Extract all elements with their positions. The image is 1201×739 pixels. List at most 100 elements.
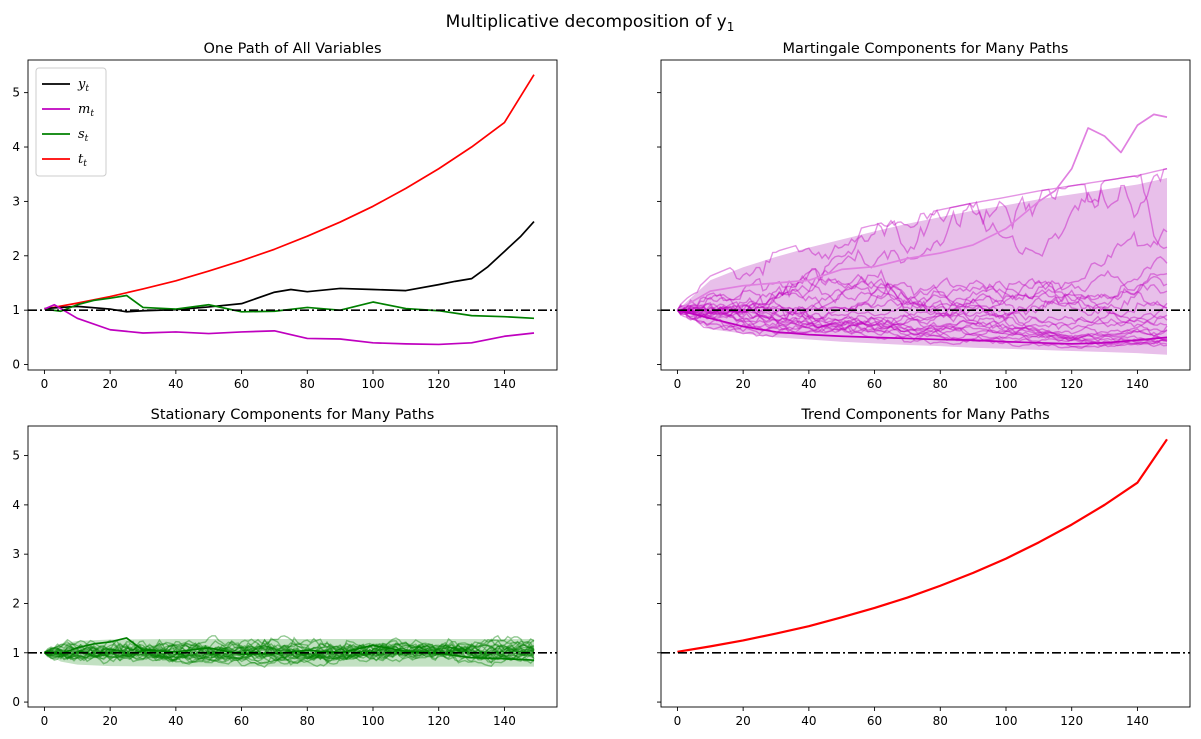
subplot-4: 0 20 40 60 80 100 120 140 Trend Components for M… [657,407,1191,728]
x-tick-label: 100 [362,714,385,728]
y-tick-label: 5 [12,86,20,100]
sample-path-24 [677,305,1168,345]
sample-path-1 [44,639,535,664]
sample-path-23 [676,296,1168,339]
sample-path-13 [44,638,535,668]
y-tick-label: 3 [12,194,20,208]
sample-path-3 [677,308,1168,342]
sample-path-13 [677,305,1168,342]
x-tick-label: 20 [103,714,118,728]
y-tick-label: 2 [12,596,20,610]
series-line-4 [44,303,535,346]
sample-path-19 [676,293,1168,334]
legend-label: st [78,127,89,144]
series-line-1 [677,438,1168,653]
axes-frame [660,59,1191,371]
x-tick-label: 80 [933,377,948,391]
sample-path-7 [43,639,535,663]
y-tick-label: 4 [12,498,20,512]
y-tick-label: 0 [12,695,20,709]
subplot-title: Trend Components for Many Paths [800,407,1049,423]
x-tick-label: 40 [801,714,816,728]
sample-path-4 [44,637,535,663]
x-tick-label: 0 [41,714,49,728]
y-tick-label: 3 [12,547,20,561]
plot-area [661,113,1190,355]
sample-path-14 [44,637,535,663]
plot-area [28,74,557,346]
subplot-1: 0 20 40 60 80 100 120 140 0 1 2 3 4 5 One Path of All … [12,41,558,391]
x-tick-label: 20 [103,377,118,391]
series-line-2 [677,309,1168,345]
legend-label: mt [78,102,94,119]
legend-label: yt [77,77,89,94]
sample-path-18 [677,256,1168,338]
subplot-2: 0 20 40 60 80 100 120 140 Martingale Components … [657,41,1191,391]
sample-path-3 [44,642,535,660]
subplot-title: One Path of All Variables [203,41,381,57]
axes-frame [27,425,558,708]
y-tick-label: 1 [12,646,20,660]
sample-path-6 [677,173,1168,318]
sample-path-2 [676,269,1168,320]
y-tick-label: 2 [12,249,20,263]
sample-path-8 [676,228,1168,332]
x-tick-label: 40 [801,377,816,391]
x-tick-label: 20 [736,714,751,728]
series-line-1 [44,74,535,310]
x-tick-label: 60 [234,714,249,728]
sample-path-2 [44,643,535,665]
sample-path-21 [44,637,535,662]
sample-path-5 [677,269,1168,318]
sample-path-9 [44,640,535,668]
x-tick-label: 0 [674,377,682,391]
figure-suptitle: Multiplicative decomposition of y1 [446,12,735,34]
sample-path-9 [676,298,1168,342]
x-tick-label: 120 [1060,377,1083,391]
axes-frame [660,425,1191,708]
subplot-title: Stationary Components for Many Paths [151,407,435,423]
series-line-2 [44,220,535,313]
sample-path-16 [677,306,1168,333]
series-line-3 [44,294,535,320]
sample-path-12 [677,275,1168,328]
x-tick-label: 140 [1126,377,1149,391]
x-tick-label: 20 [736,377,751,391]
x-tick-label: 0 [674,714,682,728]
x-tick-label: 140 [1126,714,1149,728]
sample-path-23 [43,639,535,663]
sample-path-7 [677,296,1168,348]
x-tick-label: 140 [493,714,516,728]
sample-path-12 [44,635,535,662]
sample-path-10 [676,267,1168,342]
x-tick-label: 80 [300,377,315,391]
plot-area [28,634,557,668]
sample-path-21 [676,168,1168,311]
x-tick-label: 100 [995,714,1018,728]
x-tick-label: 100 [995,377,1018,391]
legend-label: tt [78,152,87,169]
x-tick-label: 120 [1060,714,1083,728]
x-tick-label: 80 [933,714,948,728]
sample-path-15 [43,638,535,661]
y-tick-label: 1 [12,303,20,317]
x-tick-label: 140 [493,377,516,391]
x-tick-label: 60 [867,377,882,391]
x-tick-label: 0 [41,377,49,391]
sample-path-17 [676,273,1168,321]
sample-path-18 [44,635,535,663]
sample-path-16 [44,640,535,665]
sample-path-19 [44,634,535,660]
sample-path-20 [676,309,1168,348]
y-tick-label: 4 [12,140,20,154]
series-line-1 [677,113,1168,311]
x-tick-label: 40 [168,377,183,391]
y-tick-label: 5 [12,449,20,463]
sample-path-1 [677,302,1168,340]
sample-path-8 [43,640,535,667]
sample-path-22 [676,282,1168,337]
sample-path-11 [677,168,1168,315]
sample-path-4 [677,298,1168,345]
x-tick-label: 60 [234,377,249,391]
